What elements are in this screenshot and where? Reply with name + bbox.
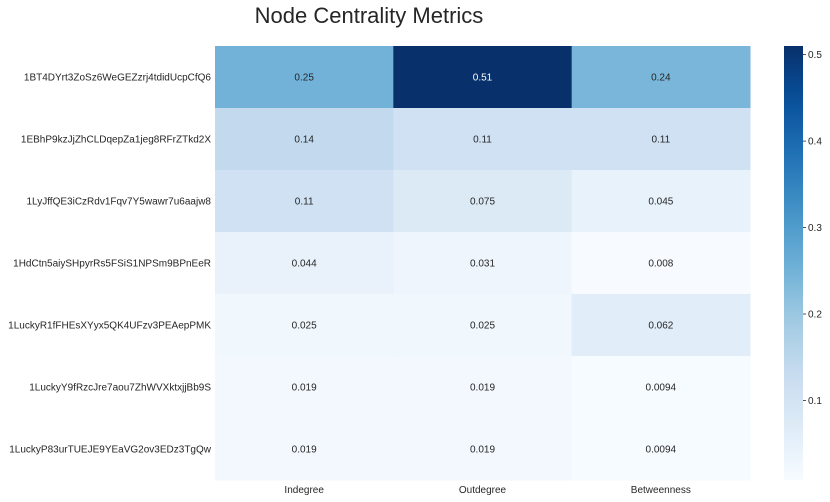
cell-value-label: 0.019 [292,445,317,456]
cell-value-label: 0.044 [292,259,317,270]
heatmap-cell [393,356,573,419]
heatmap-cell [215,294,394,357]
cell-value-label: 0.0094 [646,383,677,394]
cell-value-label: 0.11 [473,135,492,146]
heatmap-cell [215,418,394,481]
heatmap-cell [215,170,394,233]
heatmap-cell [571,232,751,295]
row-tick-label: 1LuckyY9fRzcJre7aou7ZhWVXktxjjBb9S [29,383,211,394]
heatmap-cell [571,170,751,233]
cell-value-label: 0.062 [648,321,673,332]
heatmap-cell [215,356,394,419]
cell-value-label: 0.025 [292,321,317,332]
heatmap-cell [571,418,751,481]
heatmap-cell [393,294,573,357]
column-tick-label: Outdegree [459,485,507,496]
heatmap-cells: 0.25 0.51 0.24 0.14 0.11 0.11 0.11 0.075 0.045 0.… [215,46,751,481]
heatmap-cell [571,46,751,109]
row-labels: 1BT4DYrt3ZoSz6WeGEZzrj4tdidUcpCfQ6 1EBhP9… [8,73,212,456]
cell-value-label: 0.11 [651,135,670,146]
column-tick-label: Betweenness [631,485,691,496]
cell-value-label: 0.0094 [646,445,677,456]
chart-title: Node Centrality Metrics [255,3,484,28]
cell-value-label: 0.25 [294,73,314,84]
cell-value-label: 0.019 [292,383,317,394]
heatmap-cell [571,294,751,357]
cell-value-label: 0.031 [470,259,495,270]
cell-value-label: 0.008 [648,259,673,270]
cell-value-label: 0.51 [473,73,493,84]
heatmap-cell [393,46,573,109]
cell-value-label: 0.019 [470,445,495,456]
row-tick-label: 1HdCtn5aiySHpyrRs5FSiS1NPSm9BPnEeR [13,259,211,270]
heatmap-cell [215,108,394,171]
column-tick-label: Indegree [284,485,324,496]
heatmap-cell [571,356,751,419]
cell-value-label: 0.045 [648,197,673,208]
colorbar-tick-label: 0.3 [808,223,822,234]
heatmap-cell [393,232,573,295]
cell-value-label: 0.075 [470,197,495,208]
heatmap-cell [571,108,751,171]
heatmap-cell [215,232,394,295]
column-labels: Indegree Outdegree Betweenness [284,485,690,496]
heatmap-cell [393,108,573,171]
cell-value-label: 0.14 [294,135,314,146]
row-tick-label: 1LuckyR1fFHEsXYyx5QK4UFzv3PEAepPMK [8,321,211,332]
heatmap-cell [393,418,573,481]
colorbar-tick-label: 0.2 [808,310,822,321]
cell-value-label: 0.019 [470,383,495,394]
colorbar-tick-label: 0.5 [808,50,822,61]
row-tick-label: 1BT4DYrt3ZoSz6WeGEZzrj4tdidUcpCfQ6 [24,73,212,84]
cell-value-label: 0.025 [470,321,495,332]
cell-value-label: 0.24 [651,73,671,84]
colorbar-tick-label: 0.1 [808,396,822,407]
row-tick-label: 1EBhP9kzJjZhCLDqepZa1jeg8RFrZTkd2X [21,135,211,146]
colorbar: 0.1 0.2 0.3 0.4 0.5 [784,46,822,480]
heatmap-cell [393,170,573,233]
heatmap-cell [215,46,394,109]
colorbar-tick-label: 0.4 [808,137,822,148]
row-tick-label: 1LuckyP83urTUEJE9YEaVG2ov3EDz3TgQw [9,445,212,456]
row-tick-label: 1LyJffQE3iCzRdv1Fqv7Y5wawr7u6aajw8 [26,197,211,208]
colorbar-gradient [784,46,803,480]
cell-value-label: 0.11 [295,197,314,208]
